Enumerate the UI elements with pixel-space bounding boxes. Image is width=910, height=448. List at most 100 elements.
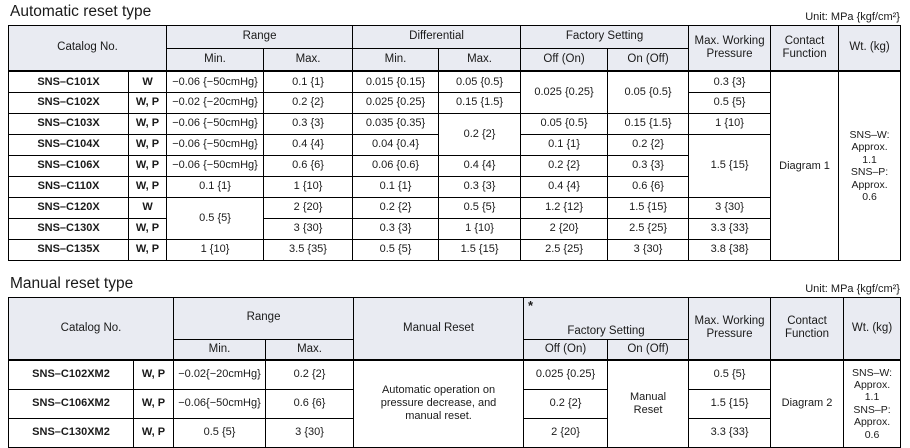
cell-weight: SNS–W: Approx. 1.1 SNS–P: Approx. 0.6 <box>843 359 902 448</box>
cell-range-max: 0.3 {3} <box>263 112 354 135</box>
cell-range-min: −0.02{−20cmHg} <box>173 359 267 390</box>
cell-max-working-pressure: 3.3 {33} <box>688 417 772 448</box>
header-contact-function: Contact Function <box>770 24 840 72</box>
cell-diff-min: 0.04 {0.4} <box>352 133 440 156</box>
cell-off-on: 0.025 {0.25} <box>520 70 609 114</box>
header-catalog-no: Catalog No. <box>7 24 168 72</box>
header-factory-setting-label: Factory Setting <box>567 324 645 337</box>
cell-off-on: 0.1 {1} <box>520 133 609 156</box>
cell-max-working-pressure: 0.5 {5} <box>688 359 772 390</box>
cell-range-min: 1 {10} <box>166 238 265 261</box>
cell-catalog: SNS–C130X <box>8 217 129 240</box>
table-header: Catalog No. Range Manual Reset * Factory… <box>7 296 902 361</box>
cell-range-max: 0.2 {2} <box>263 91 354 114</box>
cell-catalog: SNS–C106X <box>8 154 129 177</box>
cell-off-on: 0.2 {2} <box>520 154 609 177</box>
header-catalog-no: Catalog No. <box>7 296 175 361</box>
cell-range-min: −0.06 {−50cmHg} <box>166 133 265 156</box>
cell-max-working-pressure: 1 {10} <box>688 112 772 135</box>
header-row-groups: Catalog No. Range Differential Factory S… <box>7 24 902 72</box>
header-off-on: Off (On) <box>520 47 609 72</box>
table-row: SNS–C101X W −0.06 {−50cmHg} 0.1 {1} 0.01… <box>8 70 902 261</box>
cell-diff-max: 1 {10} <box>438 217 522 240</box>
table-row: SNS–C106XM2 W, P −0.06{−50cmHg} 0.6 {6} … <box>8 388 901 419</box>
cell-diff-max: 0.3 {3} <box>438 175 522 198</box>
cell-range-max: 3 {30} <box>263 217 354 240</box>
cell-range-min: 0.5 {5} <box>173 417 267 448</box>
cell-range-max: 0.1 {1} <box>263 70 354 93</box>
cell-diff-min: 0.1 {1} <box>352 175 440 198</box>
cell-range-min: −0.06 {−50cmHg} <box>166 112 265 135</box>
table-body: SNS–C101X W −0.06 {−50cmHg} 0.1 {1} 0.01… <box>8 70 902 261</box>
header-on-off: On (Off) <box>607 338 690 361</box>
cell-wp: W, P <box>127 112 168 135</box>
header-range-max: Max. <box>263 47 354 72</box>
cell-contact-function: Diagram 1 <box>770 70 840 261</box>
table-row: SNS–C135X W, P 1 {10} 3.5 {35} 0.5 {5} 1… <box>8 238 901 261</box>
cell-wp: W, P <box>127 217 168 240</box>
header-range-max: Max. <box>265 338 355 361</box>
table-header: Catalog No. Range Differential Factory S… <box>7 24 902 72</box>
cell-diff-max: 0.5 {5} <box>438 196 522 219</box>
cell-range-min: −0.06{−50cmHg} <box>173 388 267 419</box>
asterisk-marker: * <box>528 297 534 313</box>
cell-off-on: 0.4 {4} <box>520 175 609 198</box>
cell-on-off: 0.6 {6} <box>607 175 690 198</box>
cell-contact-function: Diagram 2 <box>770 359 845 448</box>
cell-diff-max: 0.15 {1.5} <box>438 91 522 114</box>
cell-off-on: 0.025 {0.25} <box>523 359 609 390</box>
cell-max-working-pressure: 1.5 {15} <box>688 388 772 419</box>
table-row: SNS–C120X W 0.5 {5} 2 {20} 0.2 {2} 0.5 {… <box>8 196 901 240</box>
cell-on-off: Manual Reset <box>607 359 690 448</box>
cell-wp: W, P <box>132 417 175 448</box>
cell-catalog: SNS–C101X <box>8 70 129 93</box>
cell-wp: W, P <box>132 388 175 419</box>
cell-wp: W, P <box>132 359 175 390</box>
cell-range-min: −0.06 {−50cmHg} <box>166 70 265 93</box>
cell-max-working-pressure: 3 {30} <box>688 196 772 219</box>
cell-range-max: 1 {10} <box>263 175 354 198</box>
cell-diff-min: 0.015 {0.15} <box>352 70 440 93</box>
cell-catalog: SNS–C103X <box>8 112 129 135</box>
cell-wp: W, P <box>127 154 168 177</box>
table-body: SNS–C102XM2 W, P −0.02{−20cmHg} 0.2 {2} … <box>8 359 902 448</box>
cell-max-working-pressure: 3.8 {38} <box>688 238 772 261</box>
cell-range-min: 0.1 {1} <box>166 175 265 198</box>
cell-range-max: 0.6 {6} <box>263 154 354 177</box>
cell-wp: W, P <box>127 91 168 114</box>
header-differential-min: Min. <box>352 47 440 72</box>
cell-on-off: 0.2 {2} <box>607 133 690 156</box>
cell-off-on: 0.2 {2} <box>523 388 609 419</box>
cell-off-on: 2 {20} <box>520 217 609 240</box>
header-range-min: Min. <box>173 338 267 361</box>
cell-catalog: SNS–C102X <box>8 91 129 114</box>
cell-off-on: 2 {20} <box>523 417 609 448</box>
header-max-working-pressure: Max. Working Pressure <box>688 296 772 361</box>
cell-diff-max: 0.05 {0.5} <box>438 70 522 93</box>
header-differential-max: Max. <box>438 47 522 72</box>
header-max-working-pressure: Max. Working Pressure <box>688 24 772 72</box>
cell-wp: W, P <box>127 238 168 261</box>
header-weight: Wt. (kg) <box>838 24 902 72</box>
section-title-manual: Manual reset type <box>10 274 134 292</box>
unit-label-automatic: Unit: MPa {kgf/cm²} <box>805 10 900 23</box>
cell-off-on: 1.2 {12} <box>520 196 609 219</box>
table-row: SNS–C102X W, P −0.02 {−20cmHg} 0.2 {2} 0… <box>8 91 901 114</box>
table-row: SNS–C106X W, P −0.06 {−50cmHg} 0.6 {6} 0… <box>8 154 901 177</box>
cell-on-off: 3 {30} <box>607 238 690 261</box>
header-range: Range <box>173 296 355 340</box>
header-range-min: Min. <box>166 47 265 72</box>
cell-range-min: −0.02 {−20cmHg} <box>166 91 265 114</box>
header-row-sub: Min. Max. Min. Max. Off (On) On (Off) <box>9 47 901 72</box>
cell-wp: W <box>127 70 168 93</box>
cell-max-working-pressure: 0.3 {3} <box>688 70 772 93</box>
automatic-reset-table: Catalog No. Range Differential Factory S… <box>7 24 902 261</box>
section-head-automatic: Automatic reset type Unit: MPa {kgf/cm²} <box>8 2 902 23</box>
cell-off-on: 0.05 {0.5} <box>520 112 609 135</box>
cell-range-max: 0.2 {2} <box>265 359 355 390</box>
cell-range-min: 0.5 {5} <box>166 196 265 240</box>
table-row: SNS–C103X W, P −0.06 {−50cmHg} 0.3 {3} 0… <box>8 112 901 156</box>
cell-diff-max: 0.2 {2} <box>438 112 522 156</box>
cell-max-working-pressure: 0.5 {5} <box>688 91 772 114</box>
